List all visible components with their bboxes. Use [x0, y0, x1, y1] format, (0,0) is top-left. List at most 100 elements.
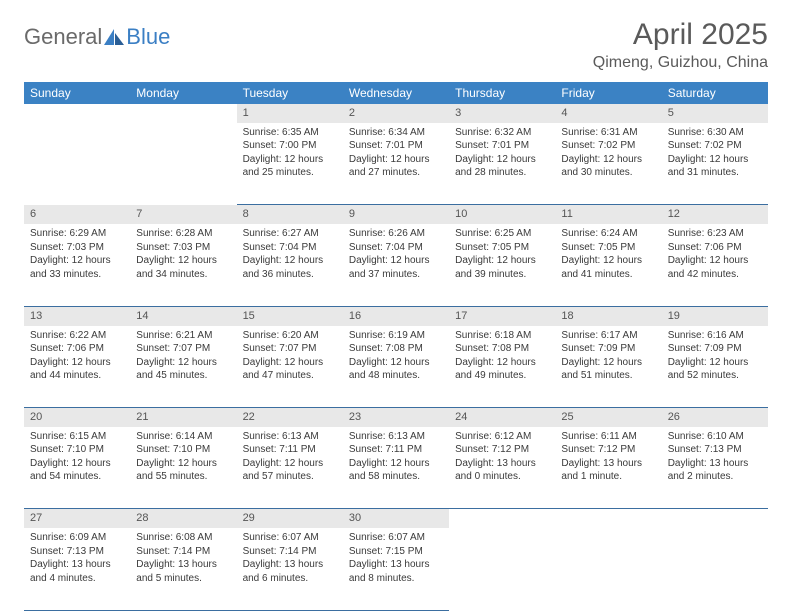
- title-block: April 2025 Qimeng, Guizhou, China: [593, 18, 768, 72]
- sunrise-text: Sunrise: 6:09 AM: [30, 531, 124, 545]
- sunset-text: Sunset: 7:03 PM: [136, 241, 230, 255]
- sunrise-text: Sunrise: 6:17 AM: [561, 329, 655, 343]
- daylight-text: Daylight: 12 hours and 28 minutes.: [455, 153, 549, 180]
- sunset-text: Sunset: 7:10 PM: [136, 443, 230, 457]
- sunrise-text: Sunrise: 6:13 AM: [243, 430, 337, 444]
- daylight-text: Daylight: 12 hours and 30 minutes.: [561, 153, 655, 180]
- daylight-text: Daylight: 12 hours and 27 minutes.: [349, 153, 443, 180]
- sunset-text: Sunset: 7:05 PM: [455, 241, 549, 255]
- weekday-header: Thursday: [449, 82, 555, 104]
- daylight-text: Daylight: 13 hours and 5 minutes.: [136, 558, 230, 585]
- daylight-text: Daylight: 12 hours and 49 minutes.: [455, 356, 549, 383]
- sunrise-text: Sunrise: 6:29 AM: [30, 227, 124, 241]
- daylight-text: Daylight: 12 hours and 54 minutes.: [30, 457, 124, 484]
- calendar-head: SundayMondayTuesdayWednesdayThursdayFrid…: [24, 82, 768, 104]
- daylight-text: Daylight: 12 hours and 51 minutes.: [561, 356, 655, 383]
- day-number-cell: 30: [343, 509, 449, 528]
- day-content-row: Sunrise: 6:29 AMSunset: 7:03 PMDaylight:…: [24, 224, 768, 306]
- day-number-cell: 16: [343, 306, 449, 325]
- sunset-text: Sunset: 7:03 PM: [30, 241, 124, 255]
- day-number-cell: 28: [130, 509, 236, 528]
- day-cell: Sunrise: 6:19 AMSunset: 7:08 PMDaylight:…: [343, 326, 449, 408]
- day-number-cell: 4: [555, 104, 661, 123]
- sunrise-text: Sunrise: 6:32 AM: [455, 126, 549, 140]
- weekday-header: Friday: [555, 82, 661, 104]
- daylight-text: Daylight: 12 hours and 41 minutes.: [561, 254, 655, 281]
- day-content-row: Sunrise: 6:15 AMSunset: 7:10 PMDaylight:…: [24, 427, 768, 509]
- day-number-cell: [130, 104, 236, 123]
- day-number-cell: 1: [237, 104, 343, 123]
- day-number-cell: 17: [449, 306, 555, 325]
- day-cell: Sunrise: 6:22 AMSunset: 7:06 PMDaylight:…: [24, 326, 130, 408]
- sunset-text: Sunset: 7:15 PM: [349, 545, 443, 559]
- daylight-text: Daylight: 13 hours and 8 minutes.: [349, 558, 443, 585]
- sunset-text: Sunset: 7:11 PM: [349, 443, 443, 457]
- day-number-cell: 24: [449, 408, 555, 427]
- sunrise-text: Sunrise: 6:15 AM: [30, 430, 124, 444]
- sunrise-text: Sunrise: 6:28 AM: [136, 227, 230, 241]
- day-cell: Sunrise: 6:27 AMSunset: 7:04 PMDaylight:…: [237, 224, 343, 306]
- day-cell: Sunrise: 6:17 AMSunset: 7:09 PMDaylight:…: [555, 326, 661, 408]
- month-title: April 2025: [593, 18, 768, 52]
- brand-first: General: [24, 24, 102, 50]
- day-cell: Sunrise: 6:12 AMSunset: 7:12 PMDaylight:…: [449, 427, 555, 509]
- day-cell: Sunrise: 6:25 AMSunset: 7:05 PMDaylight:…: [449, 224, 555, 306]
- sunrise-text: Sunrise: 6:19 AM: [349, 329, 443, 343]
- day-number-cell: 3: [449, 104, 555, 123]
- day-number-cell: 2: [343, 104, 449, 123]
- sunrise-text: Sunrise: 6:27 AM: [243, 227, 337, 241]
- day-number-cell: 12: [662, 205, 768, 224]
- day-cell: Sunrise: 6:26 AMSunset: 7:04 PMDaylight:…: [343, 224, 449, 306]
- sunset-text: Sunset: 7:04 PM: [349, 241, 443, 255]
- day-number-cell: 22: [237, 408, 343, 427]
- sunrise-text: Sunrise: 6:30 AM: [668, 126, 762, 140]
- sunset-text: Sunset: 7:13 PM: [30, 545, 124, 559]
- weekday-header: Monday: [130, 82, 236, 104]
- day-number-cell: 19: [662, 306, 768, 325]
- day-cell: Sunrise: 6:11 AMSunset: 7:12 PMDaylight:…: [555, 427, 661, 509]
- sunrise-text: Sunrise: 6:31 AM: [561, 126, 655, 140]
- weekday-header: Tuesday: [237, 82, 343, 104]
- sunrise-text: Sunrise: 6:07 AM: [349, 531, 443, 545]
- day-cell: Sunrise: 6:07 AMSunset: 7:15 PMDaylight:…: [343, 528, 449, 610]
- sunrise-text: Sunrise: 6:21 AM: [136, 329, 230, 343]
- brand-second: Blue: [126, 24, 170, 50]
- day-cell: [449, 528, 555, 610]
- day-cell: Sunrise: 6:34 AMSunset: 7:01 PMDaylight:…: [343, 123, 449, 205]
- weekday-header: Sunday: [24, 82, 130, 104]
- sunset-text: Sunset: 7:07 PM: [243, 342, 337, 356]
- day-cell: Sunrise: 6:21 AMSunset: 7:07 PMDaylight:…: [130, 326, 236, 408]
- daylight-text: Daylight: 12 hours and 36 minutes.: [243, 254, 337, 281]
- daylight-text: Daylight: 12 hours and 44 minutes.: [30, 356, 124, 383]
- weekday-header: Saturday: [662, 82, 768, 104]
- sunrise-text: Sunrise: 6:24 AM: [561, 227, 655, 241]
- day-number-cell: 10: [449, 205, 555, 224]
- day-number-row: 20212223242526: [24, 408, 768, 427]
- day-cell: Sunrise: 6:28 AMSunset: 7:03 PMDaylight:…: [130, 224, 236, 306]
- day-number-cell: 5: [662, 104, 768, 123]
- day-cell: Sunrise: 6:14 AMSunset: 7:10 PMDaylight:…: [130, 427, 236, 509]
- day-number-cell: 8: [237, 205, 343, 224]
- calendar-body: 12345Sunrise: 6:35 AMSunset: 7:00 PMDayl…: [24, 104, 768, 610]
- daylight-text: Daylight: 12 hours and 45 minutes.: [136, 356, 230, 383]
- daylight-text: Daylight: 13 hours and 4 minutes.: [30, 558, 124, 585]
- daylight-text: Daylight: 12 hours and 48 minutes.: [349, 356, 443, 383]
- sunrise-text: Sunrise: 6:18 AM: [455, 329, 549, 343]
- daylight-text: Daylight: 12 hours and 37 minutes.: [349, 254, 443, 281]
- day-cell: Sunrise: 6:29 AMSunset: 7:03 PMDaylight:…: [24, 224, 130, 306]
- day-cell: Sunrise: 6:10 AMSunset: 7:13 PMDaylight:…: [662, 427, 768, 509]
- day-cell: Sunrise: 6:23 AMSunset: 7:06 PMDaylight:…: [662, 224, 768, 306]
- weekday-header: Wednesday: [343, 82, 449, 104]
- weekday-row: SundayMondayTuesdayWednesdayThursdayFrid…: [24, 82, 768, 104]
- sunset-text: Sunset: 7:02 PM: [668, 139, 762, 153]
- day-cell: Sunrise: 6:31 AMSunset: 7:02 PMDaylight:…: [555, 123, 661, 205]
- day-cell: Sunrise: 6:16 AMSunset: 7:09 PMDaylight:…: [662, 326, 768, 408]
- day-number-cell: 11: [555, 205, 661, 224]
- daylight-text: Daylight: 12 hours and 47 minutes.: [243, 356, 337, 383]
- daylight-text: Daylight: 12 hours and 58 minutes.: [349, 457, 443, 484]
- day-number-cell: 29: [237, 509, 343, 528]
- sunset-text: Sunset: 7:13 PM: [668, 443, 762, 457]
- sunset-text: Sunset: 7:10 PM: [30, 443, 124, 457]
- day-cell: Sunrise: 6:35 AMSunset: 7:00 PMDaylight:…: [237, 123, 343, 205]
- sunset-text: Sunset: 7:06 PM: [30, 342, 124, 356]
